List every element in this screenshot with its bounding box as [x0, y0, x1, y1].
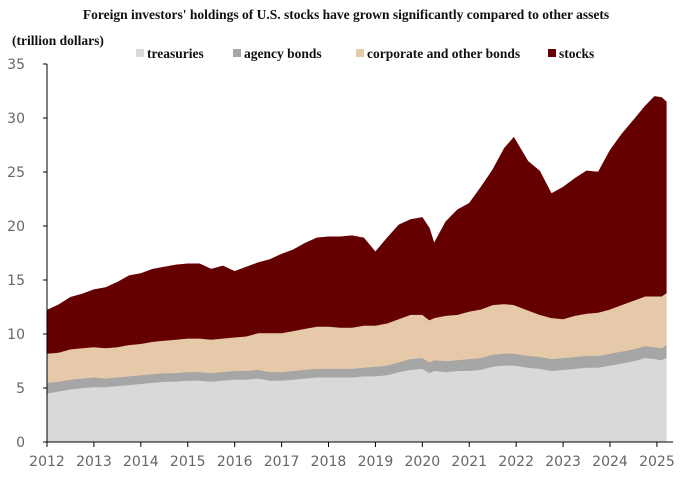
- y-axis-unit-label: (trillion dollars): [12, 33, 104, 48]
- legend-item-corporate-and-other-bonds: corporate and other bonds: [356, 44, 521, 64]
- x-tick-label: 2022: [498, 454, 534, 470]
- x-tick-label: 2015: [170, 454, 206, 470]
- x-tick-label: 2016: [217, 454, 253, 470]
- y-tick-label: 30: [7, 111, 25, 127]
- y-tick-label: 20: [7, 219, 25, 235]
- x-tick-label: 2021: [451, 454, 487, 470]
- legend: treasuries agency bonds corporate and ot…: [0, 0, 692, 90]
- legend-swatch-treasuries: [136, 49, 144, 57]
- x-tick-label: 2013: [76, 454, 112, 470]
- x-tick-label: 2017: [264, 454, 300, 470]
- x-tick-label: 2020: [405, 454, 441, 470]
- x-tick-label: 2014: [123, 454, 159, 470]
- legend-label-treasuries: treasuries: [147, 46, 204, 61]
- x-tick-label: 2012: [29, 454, 65, 470]
- legend-swatch-agency-bonds: [233, 49, 241, 57]
- y-tick-label: 35: [7, 57, 25, 73]
- y-tick-label: 15: [7, 273, 25, 289]
- legend-label-agency-bonds: agency bonds: [244, 46, 322, 61]
- legend-label-corporate-and-other-bonds: corporate and other bonds: [367, 46, 521, 61]
- legend-item-stocks: stocks: [548, 44, 594, 64]
- y-tick-label: 10: [7, 327, 25, 343]
- legend-item-agency-bonds: agency bonds: [233, 44, 322, 64]
- chart-title: Foreign investors' holdings of U.S. stoc…: [82, 7, 610, 22]
- y-tick-label: 5: [16, 381, 25, 397]
- legend-swatch-corporate-and-other-bonds: [356, 49, 364, 57]
- legend-swatch-stocks: [548, 49, 556, 57]
- legend-item-treasuries: treasuries: [136, 44, 204, 64]
- legend-label-stocks: stocks: [559, 46, 595, 61]
- x-tick-label: 2025: [639, 454, 675, 470]
- x-tick-label: 2024: [592, 454, 628, 470]
- x-tick-label: 2023: [545, 454, 581, 470]
- y-tick-label: 25: [7, 165, 25, 181]
- x-tick-label: 2018: [311, 454, 347, 470]
- x-tick-label: 2019: [358, 454, 394, 470]
- y-tick-label: 0: [16, 435, 25, 451]
- area-stocks: [46, 96, 667, 354]
